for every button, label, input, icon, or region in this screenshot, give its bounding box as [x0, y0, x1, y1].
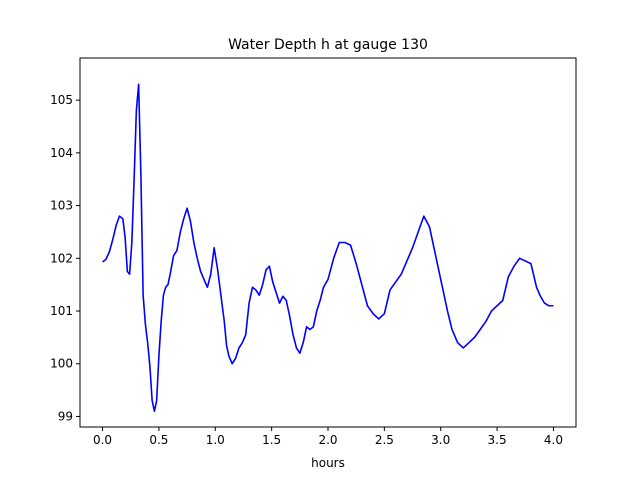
x-tick-label: 4.0	[544, 433, 563, 447]
x-tick-label: 3.5	[488, 433, 507, 447]
y-tick-label: 101	[50, 304, 73, 318]
x-axis-label: hours	[311, 456, 345, 470]
y-tick-label: 100	[50, 357, 73, 371]
x-tick-label: 0.5	[149, 433, 168, 447]
x-tick-label: 3.0	[431, 433, 450, 447]
y-tick-label: 103	[50, 199, 73, 213]
y-tick-label: 99	[58, 409, 73, 423]
y-axis-ticks: 99 100 101 102 103 104 105	[50, 93, 80, 423]
y-tick-label: 102	[50, 251, 73, 265]
y-tick-label: 104	[50, 146, 73, 160]
x-tick-label: 1.5	[262, 433, 281, 447]
chart-title: Water Depth h at gauge 130	[228, 37, 428, 53]
x-tick-label: 1.0	[206, 433, 225, 447]
series-line-group	[102, 83, 554, 412]
x-axis-ticks: 0.0 0.5 1.0 1.5 2.0 2.5 3.0 3.5 4.0	[93, 427, 563, 447]
y-tick-label: 105	[50, 93, 73, 107]
x-tick-label: 2.5	[375, 433, 394, 447]
series-line-0	[102, 83, 554, 412]
x-tick-label: 2.0	[318, 433, 337, 447]
x-tick-label: 0.0	[93, 433, 112, 447]
